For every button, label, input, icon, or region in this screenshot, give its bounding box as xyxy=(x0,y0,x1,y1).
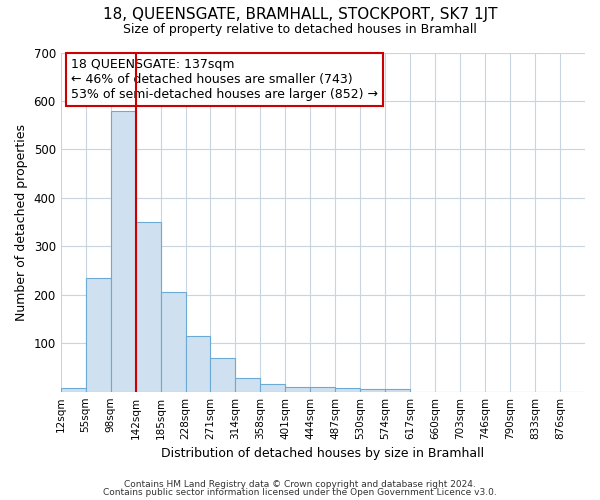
Bar xyxy=(211,358,235,392)
Bar xyxy=(235,378,260,392)
Text: Contains public sector information licensed under the Open Government Licence v3: Contains public sector information licen… xyxy=(103,488,497,497)
Bar xyxy=(335,388,360,392)
Bar xyxy=(286,387,310,392)
Bar xyxy=(310,387,335,392)
X-axis label: Distribution of detached houses by size in Bramhall: Distribution of detached houses by size … xyxy=(161,447,484,460)
Bar xyxy=(136,222,161,392)
Text: 18 QUEENSGATE: 137sqm
← 46% of detached houses are smaller (743)
53% of semi-det: 18 QUEENSGATE: 137sqm ← 46% of detached … xyxy=(71,58,378,100)
Bar xyxy=(86,278,110,392)
Bar xyxy=(161,292,185,392)
Bar xyxy=(61,388,86,392)
Text: Contains HM Land Registry data © Crown copyright and database right 2024.: Contains HM Land Registry data © Crown c… xyxy=(124,480,476,489)
Bar xyxy=(360,390,385,392)
Bar xyxy=(385,390,410,392)
Bar xyxy=(110,110,136,392)
Text: Size of property relative to detached houses in Bramhall: Size of property relative to detached ho… xyxy=(123,22,477,36)
Text: 18, QUEENSGATE, BRAMHALL, STOCKPORT, SK7 1JT: 18, QUEENSGATE, BRAMHALL, STOCKPORT, SK7… xyxy=(103,8,497,22)
Bar xyxy=(260,384,286,392)
Bar xyxy=(185,336,211,392)
Y-axis label: Number of detached properties: Number of detached properties xyxy=(15,124,28,320)
